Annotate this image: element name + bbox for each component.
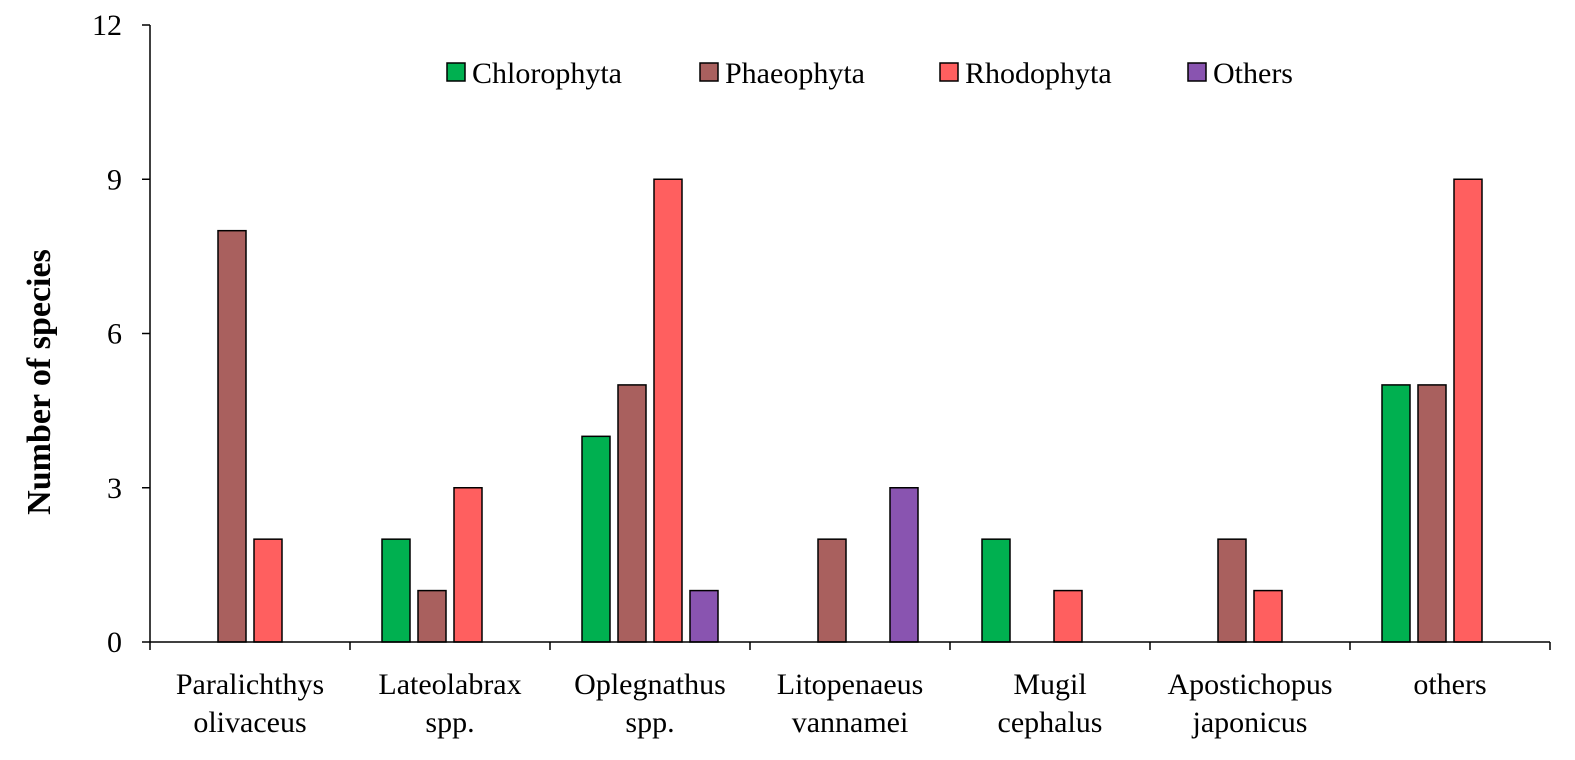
legend-swatch xyxy=(939,62,959,82)
legend: Chlorophyta Phaeophyta Rhodophyta Others xyxy=(446,57,1293,90)
x-tick-label: Litopenaeus vannamei xyxy=(777,668,924,739)
x-tick-label-line: others xyxy=(1413,668,1486,701)
x-tick-label-line: Apostichopus xyxy=(1168,668,1333,701)
x-tick-label-line: Litopenaeus xyxy=(777,668,924,701)
x-tick-label-line: spp. xyxy=(625,706,674,739)
bar-phaeophyta xyxy=(817,538,847,643)
x-tick-label-line: spp. xyxy=(425,706,474,739)
y-tick-label: 9 xyxy=(107,163,122,196)
bars xyxy=(217,178,1483,643)
bar-rhodophyta xyxy=(453,487,483,643)
bar-rhodophyta xyxy=(1453,178,1483,643)
legend-label: Rhodophyta xyxy=(965,57,1112,90)
y-axis: 0 3 6 9 12 xyxy=(92,9,151,659)
bar-rhodophyta xyxy=(1253,589,1283,643)
x-tick-label-line: Mugil xyxy=(1013,668,1086,701)
bar-phaeophyta xyxy=(617,384,647,643)
x-tick-label-line: cephalus xyxy=(998,706,1103,739)
bar-others xyxy=(689,589,719,643)
x-tick-label-line: vannamei xyxy=(792,706,909,739)
y-tick-label: 6 xyxy=(107,318,122,351)
bar-phaeophyta xyxy=(1417,384,1447,643)
x-tick-label-line: Oplegnathus xyxy=(574,668,726,701)
legend-label: Others xyxy=(1213,57,1293,90)
legend-label: Phaeophyta xyxy=(725,57,865,90)
x-tick-label: Apostichopus japonicus xyxy=(1168,668,1333,739)
legend-swatch xyxy=(446,62,466,82)
bar-phaeophyta xyxy=(217,229,247,643)
x-tick-label: Mugil cephalus xyxy=(998,668,1103,739)
bar-rhodophyta xyxy=(253,538,283,643)
legend-label: Chlorophyta xyxy=(472,57,622,90)
bar-chlorophyta xyxy=(1381,384,1411,643)
x-tick-label-line: olivaceus xyxy=(193,706,306,739)
bar-phaeophyta xyxy=(417,589,447,643)
bar-rhodophyta xyxy=(653,178,683,643)
x-tick-label-line: Lateolabrax xyxy=(378,668,521,701)
x-tick-label: Lateolabrax spp. xyxy=(378,668,521,739)
x-tick-label-line: Paralichthys xyxy=(176,668,324,701)
bar-chlorophyta xyxy=(981,538,1011,643)
x-tick-label-line: japonicus xyxy=(1192,706,1308,739)
bar-phaeophyta xyxy=(1217,538,1247,643)
x-tick-label: others xyxy=(1413,668,1486,701)
bar-chlorophyta xyxy=(381,538,411,643)
x-tick-label: Paralichthys olivaceus xyxy=(176,668,324,739)
legend-swatch xyxy=(1187,62,1207,82)
y-tick-label: 12 xyxy=(92,9,122,42)
bar-others xyxy=(889,487,919,643)
x-tick-label: Oplegnathus spp. xyxy=(574,668,726,739)
legend-swatch xyxy=(699,62,719,82)
bar-chlorophyta xyxy=(581,435,611,643)
bar-rhodophyta xyxy=(1053,589,1083,643)
y-tick-label: 3 xyxy=(107,472,122,505)
y-axis-title: Number of species xyxy=(21,249,58,515)
y-tick-label: 0 xyxy=(107,626,122,659)
